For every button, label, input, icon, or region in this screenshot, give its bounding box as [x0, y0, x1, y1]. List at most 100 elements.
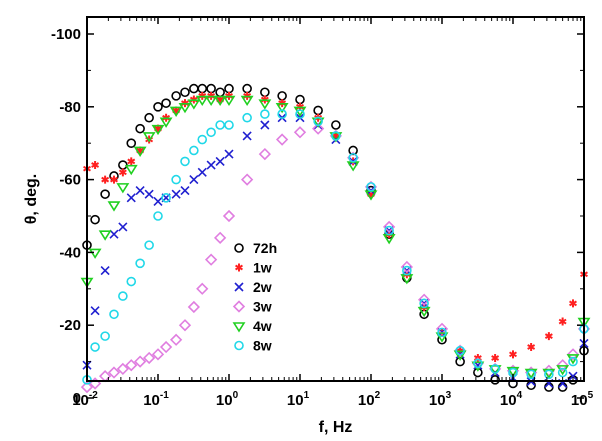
x-tick-label: 102 [358, 390, 381, 409]
data-point [151, 348, 165, 361]
x-tick-label: 101 [287, 390, 310, 409]
data-point [311, 117, 325, 128]
x-tick-label: 10-2 [72, 390, 98, 409]
y-tick-label: -40 [59, 244, 81, 261]
data-point [222, 95, 236, 107]
data-point [275, 133, 289, 146]
data-point [473, 358, 483, 369]
data-point [556, 359, 569, 372]
data-point [196, 282, 209, 295]
data-point [135, 258, 145, 269]
data-point [126, 193, 136, 203]
data-point [169, 106, 183, 117]
series-3w [80, 122, 591, 394]
plot-area [80, 83, 591, 394]
data-point [91, 161, 100, 170]
legend-marker-4w [232, 322, 246, 333]
data-point [135, 185, 145, 196]
data-point [311, 122, 325, 135]
axes: 10-2 10-1 100 101 102 103 104 105 0 -20 -40 -60 -80 -… [51, 16, 594, 409]
data-point [490, 374, 500, 385]
data-point [159, 340, 173, 354]
data-point [88, 248, 102, 259]
data-point [180, 87, 190, 98]
data-point [171, 189, 181, 199]
data-point [109, 229, 119, 239]
data-point [242, 112, 252, 123]
data-point [189, 175, 199, 185]
data-point [116, 362, 129, 376]
data-point [544, 332, 553, 341]
data-point [178, 319, 192, 332]
data-point [215, 87, 225, 98]
data-point [258, 99, 272, 110]
data-point [159, 117, 173, 128]
legend: 72h 1w 2w 3w 4w 8w [232, 240, 277, 354]
data-point [206, 127, 216, 138]
legend-label-4w: 4w [253, 318, 272, 334]
data-point [100, 331, 110, 341]
data-point [260, 120, 270, 130]
data-point [542, 368, 556, 380]
data-point [195, 95, 209, 107]
data-point [524, 368, 538, 380]
data-point [419, 298, 429, 309]
data-point [144, 189, 154, 199]
data-point [107, 201, 121, 212]
data-point [90, 214, 100, 225]
x-tick-label: 103 [429, 390, 452, 409]
data-point [213, 231, 227, 244]
data-point [491, 353, 500, 362]
data-point [258, 147, 271, 161]
data-point [197, 134, 208, 145]
data-point [206, 160, 216, 170]
data-point [98, 230, 112, 241]
data-point [126, 138, 137, 148]
data-point [260, 87, 270, 98]
legend-marker-2w [234, 282, 244, 292]
data-point [384, 225, 394, 236]
y-tick-label: -80 [59, 99, 81, 116]
data-point [133, 355, 147, 368]
data-point [107, 366, 121, 379]
data-point [197, 167, 207, 177]
data-point [144, 112, 154, 123]
data-point [90, 342, 100, 352]
data-point [509, 350, 517, 359]
data-point [206, 83, 216, 94]
data-point [171, 174, 181, 185]
data-point [153, 196, 163, 207]
data-point [417, 293, 431, 306]
data-point [171, 91, 181, 101]
data-point [260, 109, 270, 119]
data-point [435, 332, 449, 343]
data-point [348, 152, 358, 163]
y-tick-label: -100 [51, 26, 81, 43]
data-point [189, 145, 199, 156]
legend-label-8w: 8w [253, 338, 272, 354]
data-point [116, 183, 130, 194]
data-point [142, 351, 156, 365]
data-point [331, 131, 341, 141]
x-tick-label: 105 [571, 390, 594, 409]
data-point [506, 366, 520, 378]
y-tick-label: -20 [59, 317, 81, 334]
data-point [204, 95, 218, 107]
data-point [118, 222, 128, 232]
data-point [153, 102, 163, 112]
data-point [295, 94, 305, 105]
x-tick-label: 104 [500, 390, 523, 409]
data-point [215, 120, 225, 130]
legend-label-1w: 1w [253, 260, 272, 276]
data-point [557, 367, 568, 378]
data-point [313, 116, 323, 127]
data-point [109, 309, 119, 320]
data-point [144, 240, 154, 250]
data-point [526, 369, 536, 380]
data-point [118, 168, 127, 177]
data-point [277, 109, 287, 119]
plot-frame [86, 16, 585, 382]
y-axis-title: θ, deg. [23, 174, 40, 224]
data-point [169, 333, 183, 346]
data-point [213, 95, 227, 107]
